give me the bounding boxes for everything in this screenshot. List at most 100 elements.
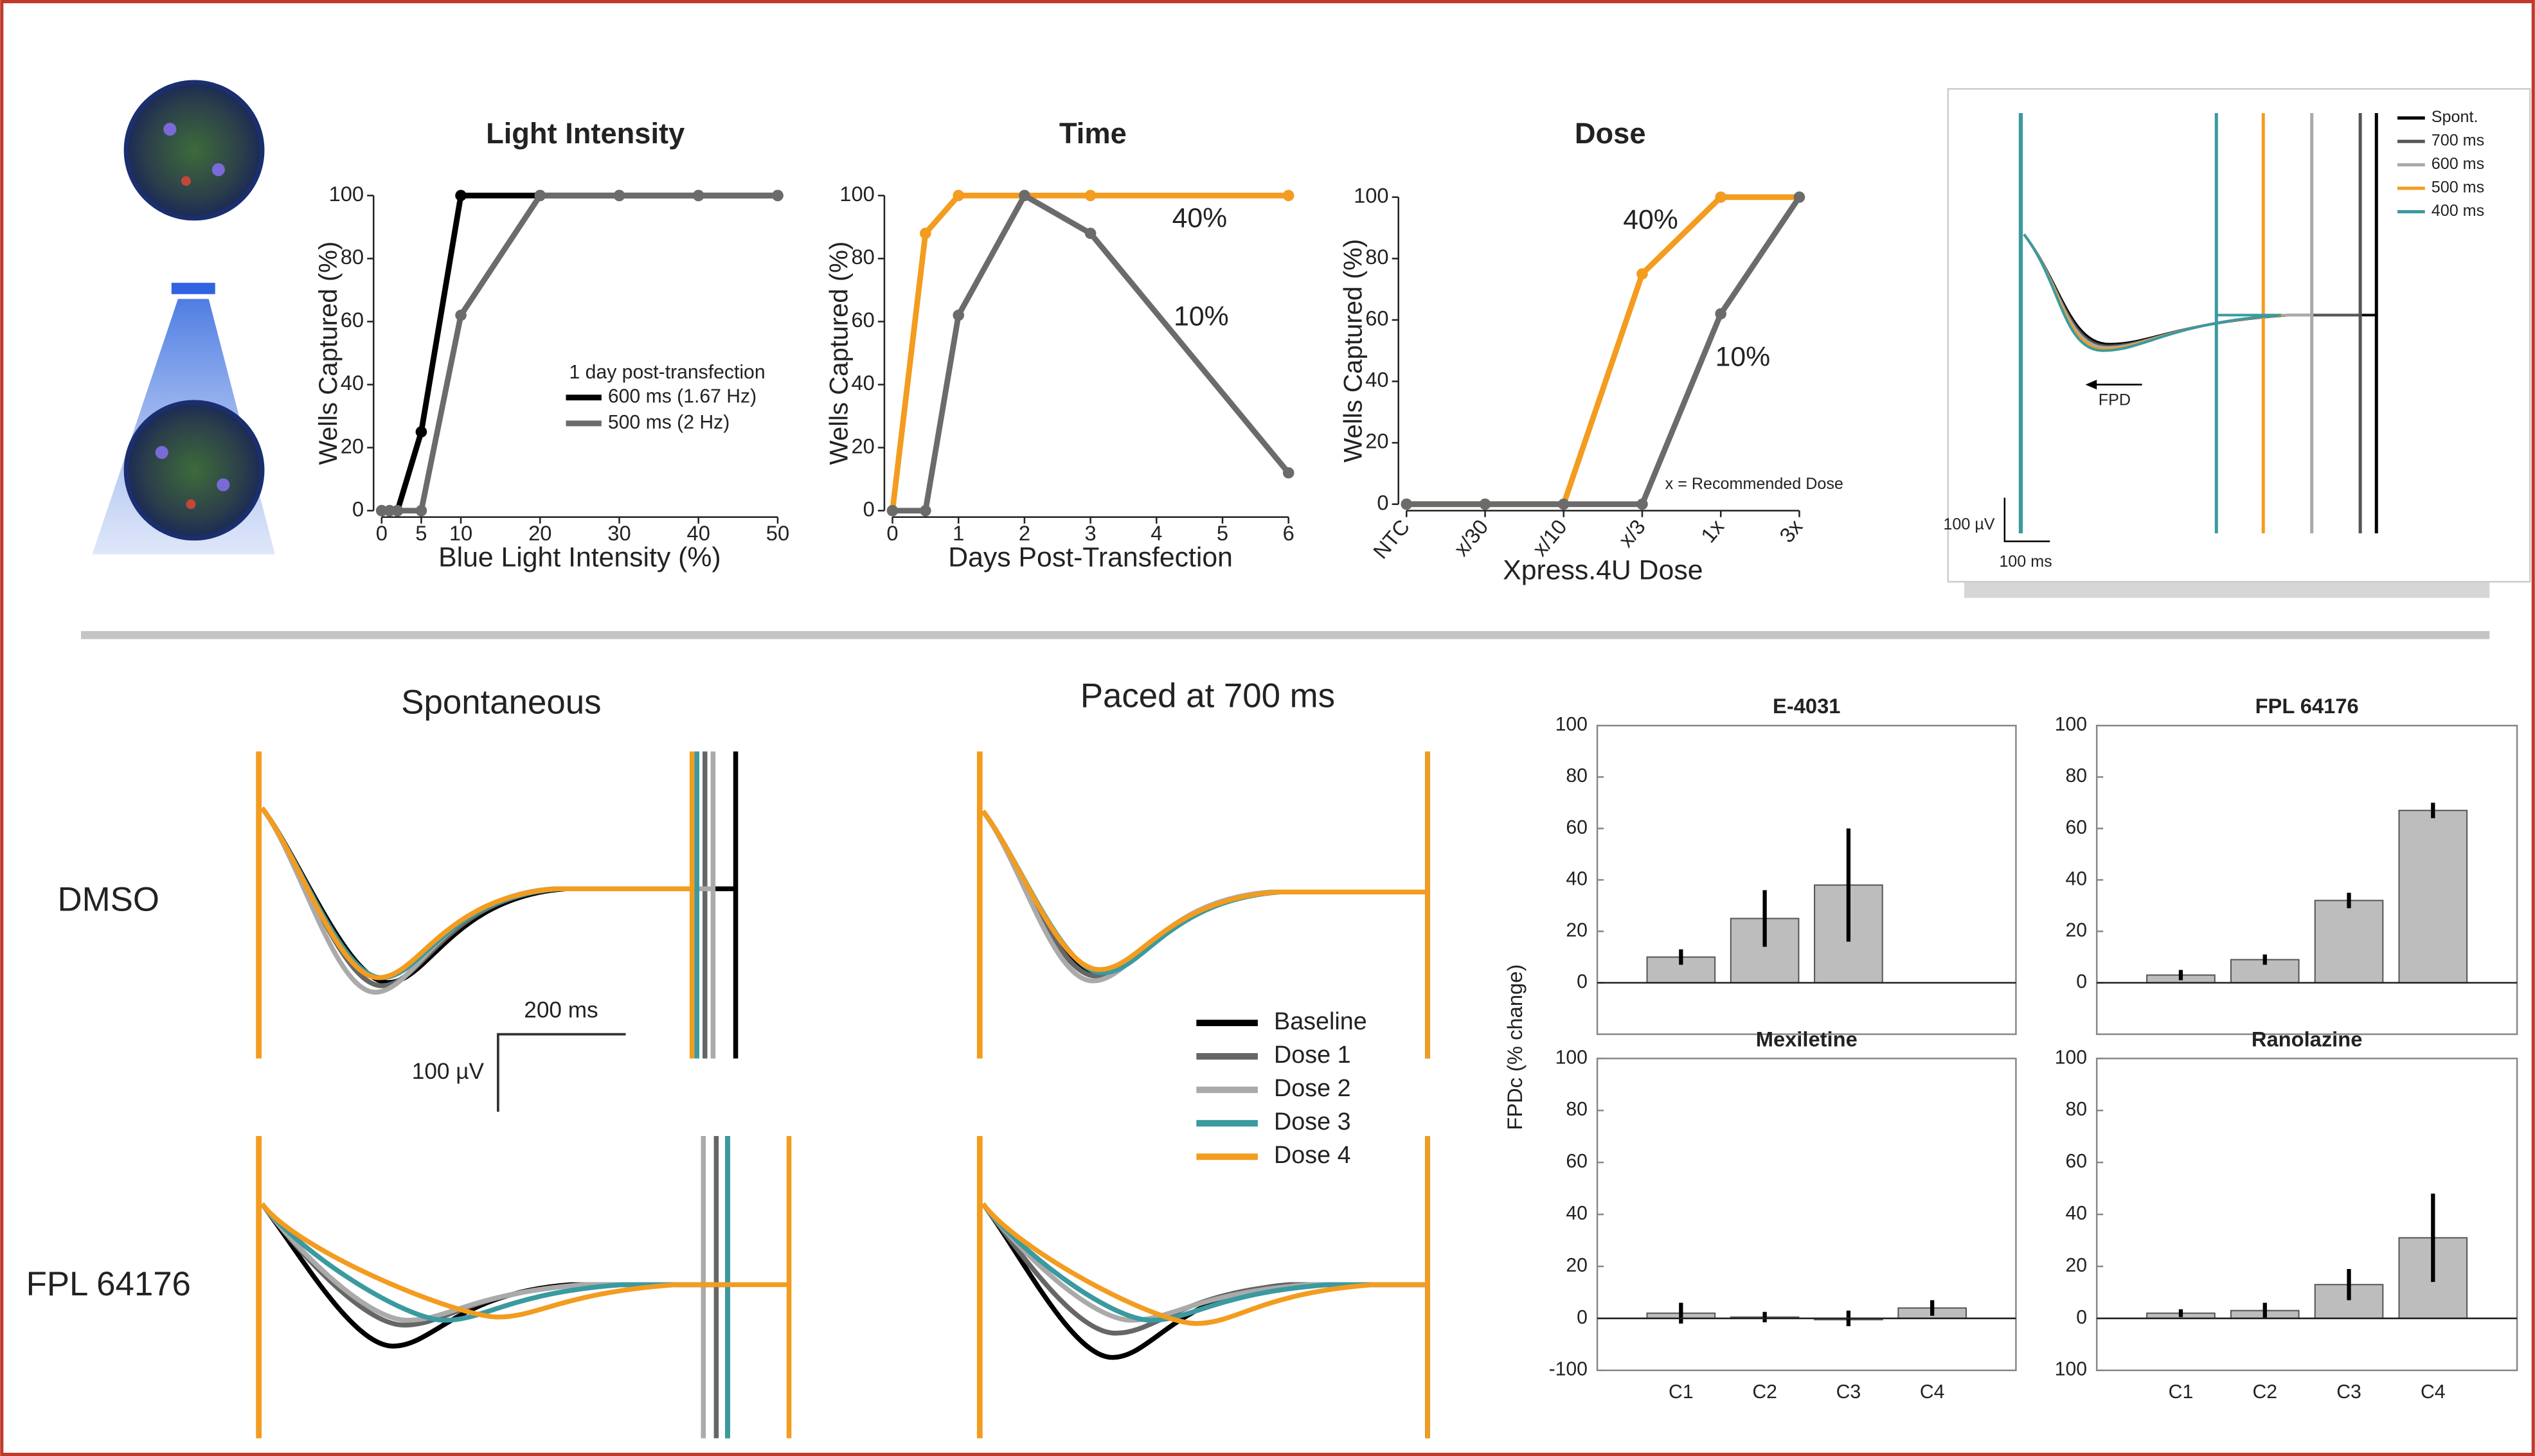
y-tick-label: 80: [2066, 1099, 2088, 1120]
point: [1085, 227, 1097, 239]
y-tick-label: 20: [2066, 919, 2088, 941]
y-tick-label: 0: [1577, 1307, 1588, 1328]
y-tick-label: 60: [1566, 1151, 1588, 1172]
point: [953, 190, 964, 202]
y-axis-label: Wells Captured (%): [825, 242, 854, 465]
series-label: 10%: [1715, 342, 1771, 373]
legend-label: Spont.: [2432, 108, 2478, 126]
cell-image: [126, 402, 262, 538]
y-tick-label: 0: [352, 497, 364, 520]
point: [693, 190, 704, 202]
y-tick-label: 100: [1354, 183, 1389, 207]
light-source: [172, 283, 215, 294]
plot-frame: [2097, 1058, 2517, 1370]
legend-label: 600 ms (1.67 Hz): [608, 386, 757, 407]
point: [1085, 190, 1097, 202]
nucleus: [163, 123, 176, 136]
point: [1794, 191, 1805, 203]
nucleus: [181, 176, 191, 186]
x-axis-label: Days Post-Transfection: [948, 542, 1233, 573]
y-tick-label: 60: [2066, 1151, 2088, 1172]
legend-label: Dose 3: [1274, 1108, 1351, 1135]
point: [1558, 499, 1570, 510]
y-axis-label: FPDc (% change): [1503, 964, 1527, 1130]
x-axis-label: Blue Light Intensity (%): [438, 542, 721, 573]
y-tick-label: 40: [2066, 868, 2088, 889]
y-tick-label: 100: [329, 182, 364, 206]
annotation: x = Recommended Dose: [1665, 475, 1843, 493]
chart-title: Light Intensity: [486, 117, 685, 150]
y-tick-label: 40: [1365, 368, 1388, 391]
y-tick-label: 100: [1555, 714, 1588, 735]
legend-label: 500 ms: [2432, 179, 2484, 197]
x-tick-label: C1: [2169, 1381, 2194, 1403]
legend-label: Dose 1: [1274, 1041, 1351, 1068]
scale-label: 100 ms: [1999, 553, 2052, 571]
x-axis-label: Xpress.4U Dose: [1503, 555, 1703, 586]
x-tick-label: C4: [2421, 1381, 2446, 1403]
point: [392, 505, 404, 517]
point: [1715, 191, 1726, 203]
y-axis-label: Wells Captured (%): [314, 242, 343, 465]
y-tick-label: 20: [1566, 919, 1588, 941]
x-tick-label: 0: [886, 521, 898, 545]
y-tick-label: 80: [1566, 1099, 1588, 1120]
point: [1283, 190, 1294, 202]
chart-title: E-4031: [1773, 694, 1840, 718]
y-tick-label: 80: [1566, 765, 1588, 786]
y-axis-label: Wells Captured (%): [1338, 239, 1367, 463]
point: [920, 227, 931, 239]
cell-image: [126, 82, 262, 218]
plot-frame: [1597, 1058, 2016, 1370]
scale-label: 100 µV: [412, 1059, 485, 1084]
chart-title: Time: [1059, 117, 1127, 150]
y-tick-label: 60: [1566, 817, 1588, 838]
y-tick-label: 0: [2076, 971, 2087, 992]
row-title: FPL 64176: [26, 1265, 191, 1303]
point: [887, 505, 899, 517]
point: [455, 310, 467, 321]
legend-label: 600 ms: [2432, 155, 2484, 173]
x-tick-label: 5: [415, 521, 427, 545]
fpd-label: FPD: [2099, 391, 2131, 409]
y-tick-label: 40: [2066, 1203, 2088, 1224]
point: [416, 426, 427, 438]
y-tick-label: 60: [2066, 817, 2088, 838]
x-tick-label: 6: [1283, 521, 1294, 545]
y-tick-label: 40: [851, 371, 874, 395]
x-tick-label: 0: [376, 521, 388, 545]
y-tick-label: 80: [851, 245, 874, 269]
legend-label: 500 ms (2 Hz): [608, 412, 730, 433]
x-tick-label: C2: [2252, 1381, 2277, 1403]
point: [416, 505, 427, 517]
nucleus: [156, 446, 168, 459]
scale-label: 200 ms: [524, 998, 598, 1023]
y-tick-label: 20: [851, 434, 874, 457]
y-tick-label: 20: [341, 434, 364, 457]
point: [1636, 268, 1648, 280]
series-label: 40%: [1172, 202, 1228, 233]
point: [1019, 190, 1030, 202]
chart-title: FPL 64176: [2255, 694, 2359, 718]
point: [1715, 308, 1726, 320]
column-title: Spontaneous: [401, 683, 601, 721]
y-tick-label: 20: [1365, 429, 1388, 453]
y-tick-label: 60: [851, 308, 874, 332]
chart-title: Ranolazine: [2252, 1027, 2363, 1051]
legend-label: Dose 2: [1274, 1074, 1351, 1101]
y-tick-label: 100: [2055, 1359, 2087, 1380]
series-label: 10%: [1174, 301, 1229, 332]
point: [920, 505, 931, 517]
y-tick-label: 100: [2055, 1047, 2087, 1068]
column-title: Paced at 700 ms: [1080, 677, 1335, 715]
y-tick-label: 20: [2066, 1255, 2088, 1276]
y-tick-label: 80: [341, 245, 364, 269]
y-tick-label: 40: [341, 371, 364, 395]
y-tick-label: 60: [1365, 306, 1388, 330]
y-tick-label: 20: [1566, 1255, 1588, 1276]
legend-label: Dose 4: [1274, 1141, 1351, 1168]
y-tick-label: 40: [1566, 868, 1588, 889]
y-tick-label: 80: [2066, 765, 2088, 786]
legend-label: 400 ms: [2432, 202, 2484, 220]
y-tick-label: 100: [1555, 1047, 1588, 1068]
